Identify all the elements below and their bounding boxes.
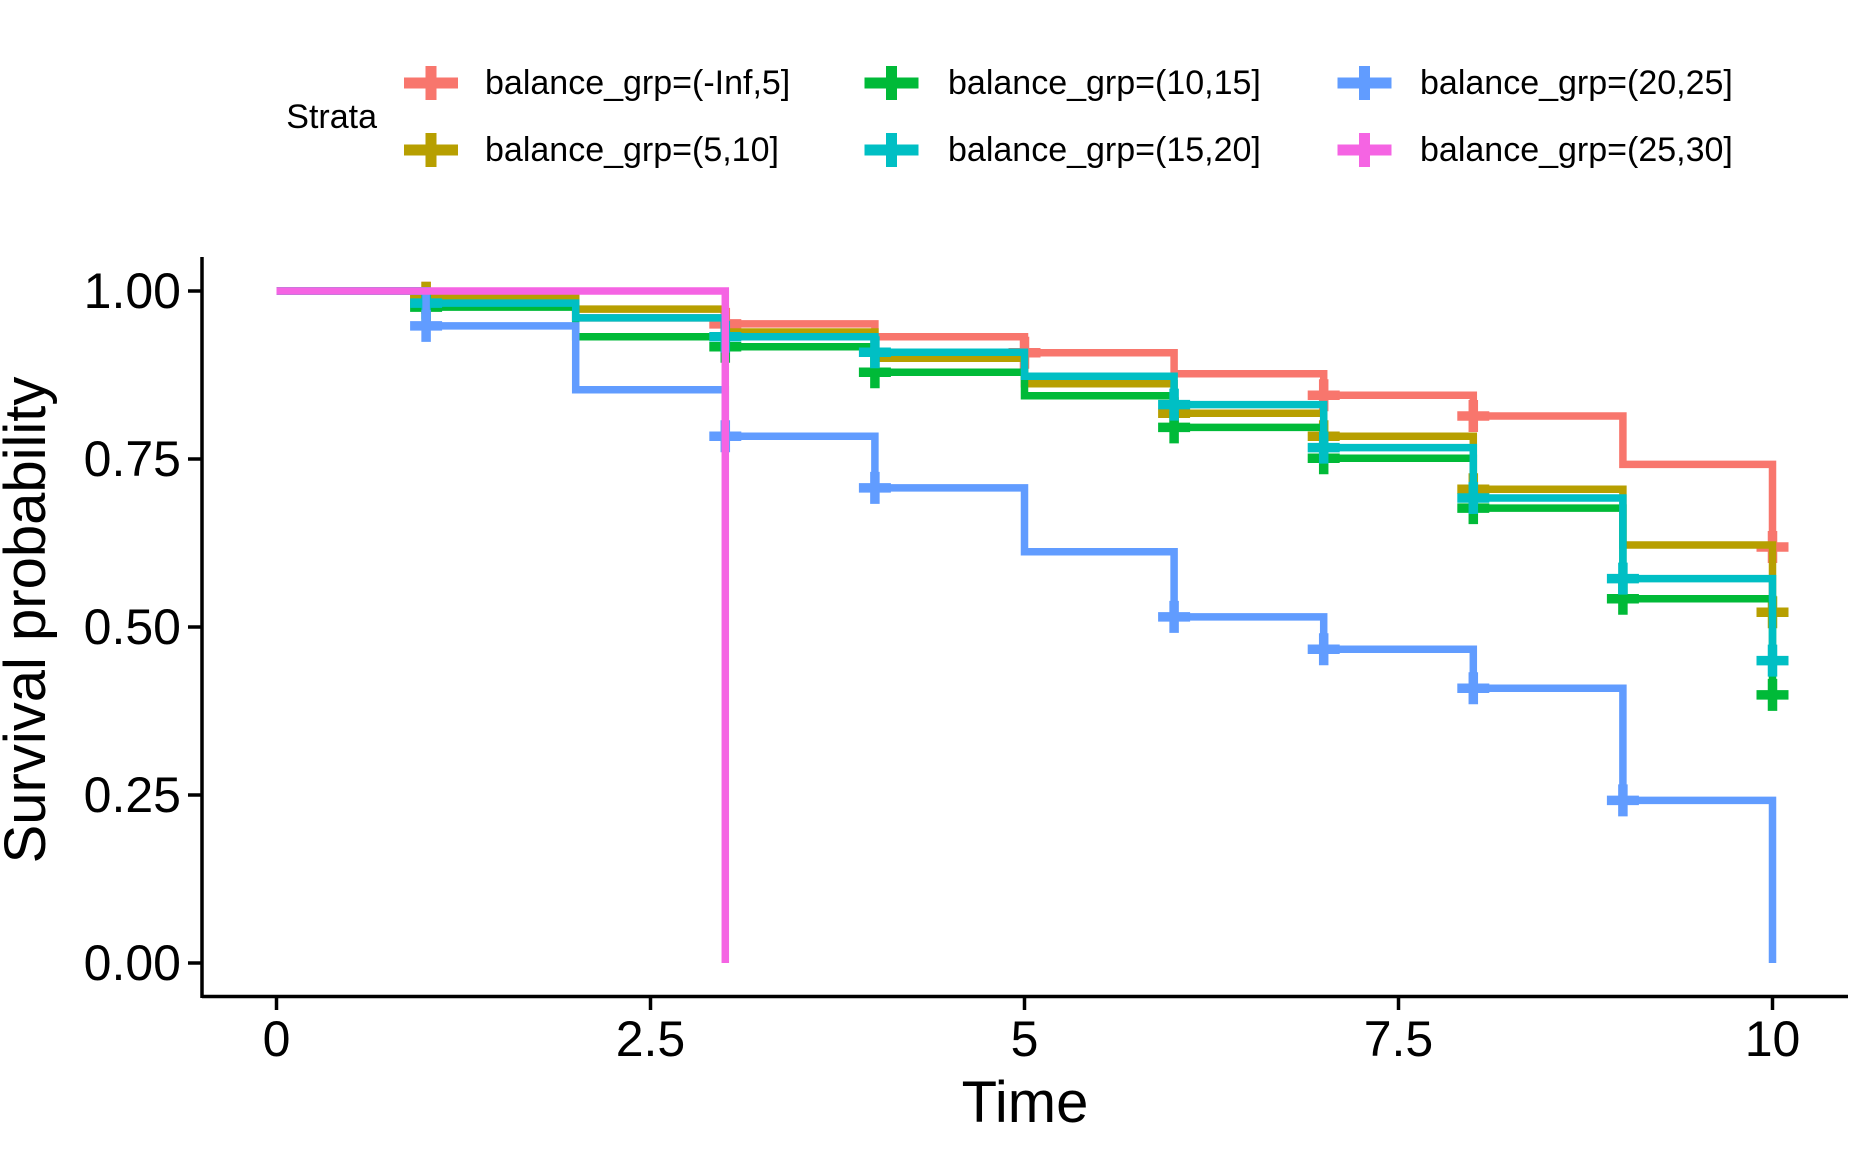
legend-key-plus-icon (404, 66, 458, 100)
legend-key-plus-icon (1337, 66, 1392, 100)
legend-item-label: balance_grp=(25,30] (1420, 131, 1733, 169)
censor-plus-icon (1457, 672, 1490, 705)
censor-plus-icon (1158, 388, 1191, 421)
legend-item-label: balance_grp=(20,25] (1420, 64, 1733, 102)
legend-item-0: balance_grp=(-Inf,5] (404, 64, 790, 102)
y-tick-label: 1.00 (84, 263, 181, 319)
legend-item-1: balance_grp=(5,10] (404, 131, 779, 169)
x-tick-label: 2.5 (616, 1011, 686, 1067)
x-tick-label: 0 (263, 1011, 291, 1067)
legend-item-label: balance_grp=(15,20] (948, 131, 1261, 169)
survival-curves (276, 281, 1789, 963)
censor-plus-icon (1457, 482, 1490, 514)
y-tick-label: 0.50 (84, 599, 181, 655)
axes (188, 257, 1848, 1010)
legend-key-plus-icon (1337, 133, 1392, 167)
x-tick-label: 5 (1011, 1011, 1039, 1067)
legend: Strata balance_grp=(-Inf,5] balance_grp=… (286, 64, 1733, 169)
legend-item-label: balance_grp=(10,15] (948, 64, 1261, 102)
censor-plus-icon (1606, 784, 1639, 817)
legend-item-4: balance_grp=(20,25] (1337, 64, 1733, 102)
legend-item-3: balance_grp=(15,20] (864, 131, 1261, 169)
censor-plus-icon (1307, 431, 1340, 464)
censor-plus-icon (1457, 400, 1490, 432)
x-tick-label: 10 (1745, 1011, 1801, 1067)
censor-plus-icon (1307, 633, 1340, 666)
legend-item-label: balance_grp=(5,10] (485, 131, 779, 169)
x-tick-labels: 0 2.5 5 7.5 10 (263, 1011, 1801, 1067)
censor-plus-icon (1756, 678, 1789, 711)
y-axis-title: Survival probability (0, 377, 58, 864)
legend-item-2: balance_grp=(10,15] (864, 64, 1261, 102)
x-tick-label: 7.5 (1364, 1011, 1434, 1067)
y-tick-label: 0.25 (84, 767, 181, 823)
survival-curve-4 (276, 287, 1777, 963)
censor-plus-icon (858, 336, 891, 369)
y-tick-label: 0.00 (84, 935, 181, 991)
censor-plus-icon (1606, 562, 1639, 595)
legend-key-plus-icon (864, 133, 919, 167)
censor-plus-icon (1756, 644, 1789, 677)
y-tick-labels: 1.00 0.75 0.50 0.25 0.00 (84, 263, 181, 991)
legend-title: Strata (286, 98, 377, 136)
x-axis-title: Time (962, 1070, 1089, 1135)
censor-plus-icon (410, 309, 443, 342)
legend-item-5: balance_grp=(25,30] (1337, 131, 1733, 169)
survival-curve-5 (276, 287, 730, 963)
legend-key-plus-icon (864, 66, 919, 100)
y-tick-label: 0.75 (84, 431, 181, 487)
survival-curve-3 (276, 287, 1777, 661)
censor-plus-icon (1158, 600, 1191, 633)
legend-key-plus-icon (404, 133, 458, 167)
legend-item-label: balance_grp=(-Inf,5] (485, 64, 790, 102)
censor-plus-icon (858, 471, 891, 504)
